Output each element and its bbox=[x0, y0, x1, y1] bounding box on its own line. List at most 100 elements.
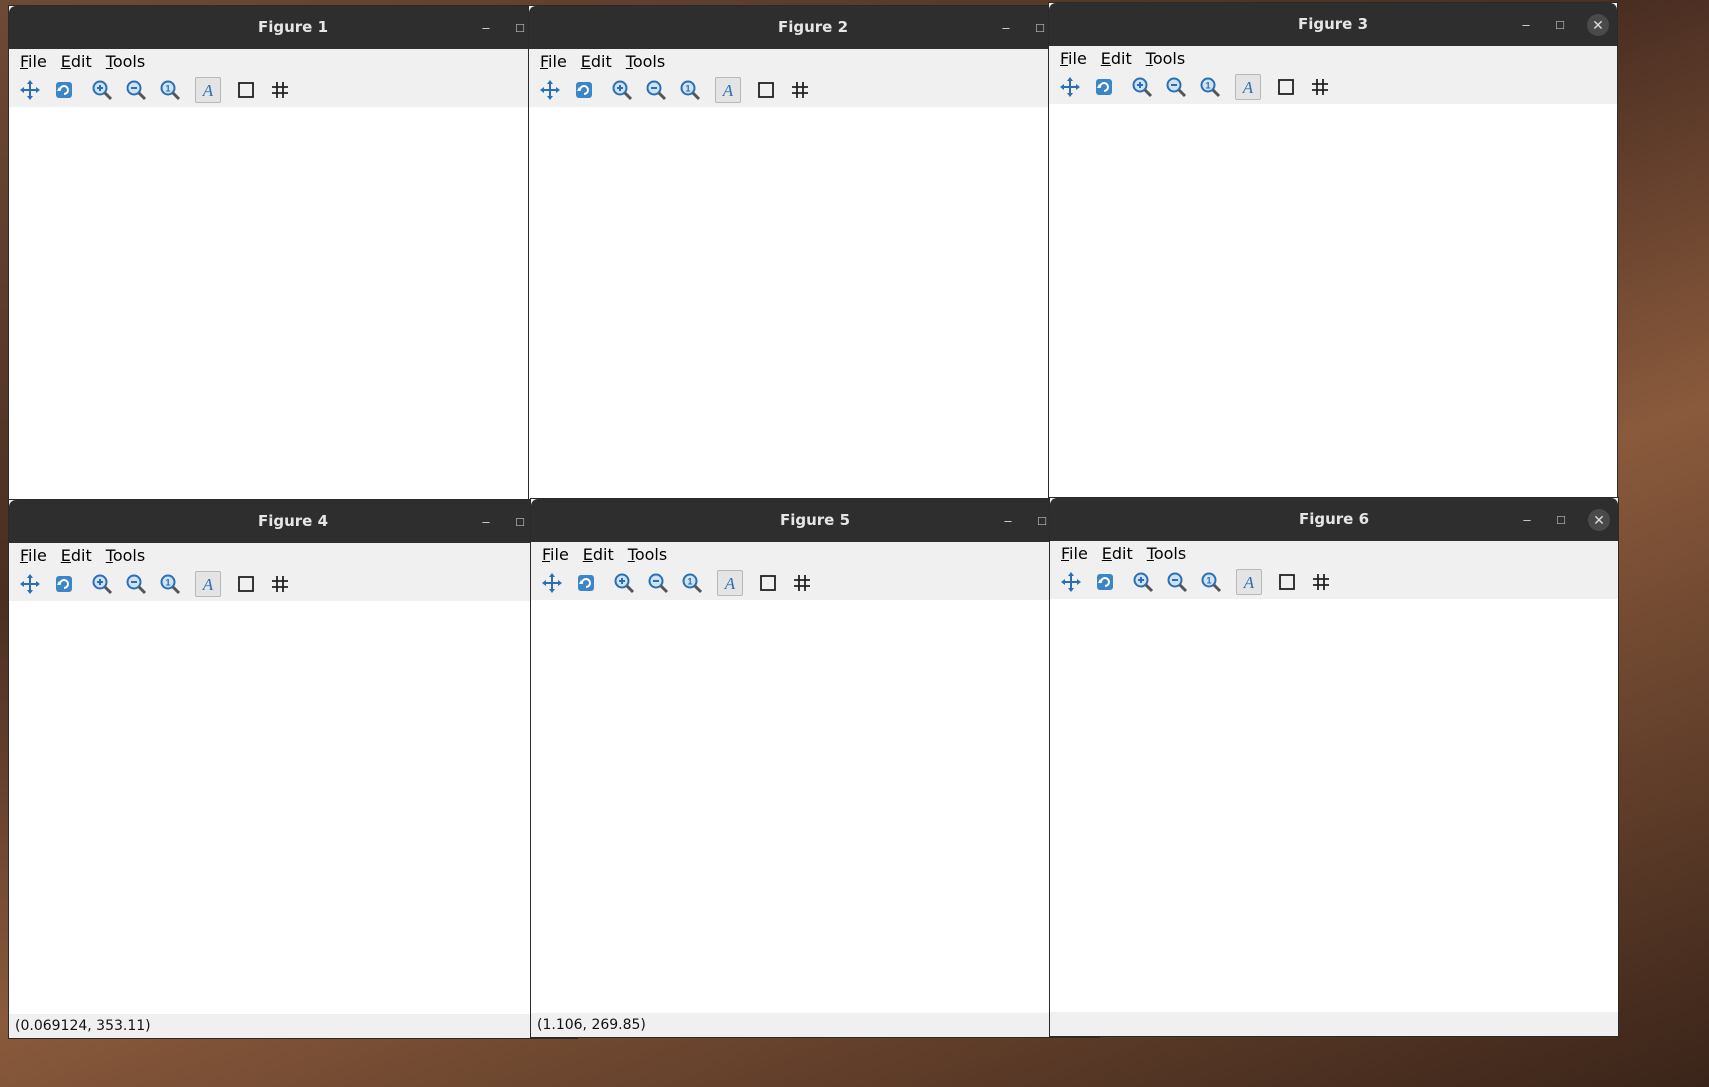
rotate-icon[interactable] bbox=[1092, 569, 1118, 595]
zoom-out-icon[interactable] bbox=[123, 77, 149, 103]
maximize-icon[interactable]: □ bbox=[516, 514, 524, 529]
minimize-icon[interactable]: – bbox=[482, 20, 490, 35]
minimize-icon[interactable]: – bbox=[482, 514, 490, 529]
plot-canvas[interactable] bbox=[1050, 599, 1618, 1012]
plot-canvas[interactable] bbox=[1049, 104, 1617, 517]
text-icon[interactable]: A bbox=[1236, 569, 1262, 595]
menu-file[interactable]: File bbox=[20, 545, 47, 565]
zoom-out-icon[interactable] bbox=[1163, 74, 1189, 100]
svg-text:1: 1 bbox=[165, 84, 170, 94]
toolbar: TGL-H DRC 48 kHz stereo s24: volume_play… bbox=[529, 73, 1097, 107]
zoom-in-icon[interactable] bbox=[89, 571, 115, 597]
menu-edit[interactable]: Edit bbox=[60, 51, 92, 71]
zoom-reset-icon[interactable]: 1 bbox=[1197, 74, 1223, 100]
menu-tools[interactable]: Tools bbox=[625, 51, 666, 71]
zoom-reset-icon[interactable]: 1 bbox=[677, 77, 703, 103]
minimize-icon[interactable]: – bbox=[1522, 17, 1530, 32]
menu-edit[interactable]: Edit bbox=[580, 51, 612, 71]
close-icon[interactable]: ✕ bbox=[1587, 14, 1609, 36]
menu-tools[interactable]: Tools bbox=[627, 544, 668, 564]
zoom-in-icon[interactable] bbox=[609, 77, 635, 103]
menu-edit[interactable]: Edit bbox=[1100, 48, 1132, 68]
rotate-icon[interactable] bbox=[573, 570, 599, 596]
menu-file[interactable]: File bbox=[1061, 543, 1088, 563]
menu-edit[interactable]: Edit bbox=[60, 545, 92, 565]
zoom-in-icon[interactable] bbox=[1129, 74, 1155, 100]
svg-text:1: 1 bbox=[1205, 81, 1210, 91]
menu-tools[interactable]: Tools bbox=[1146, 543, 1187, 563]
grid-icon[interactable] bbox=[787, 77, 813, 103]
rotate-icon[interactable] bbox=[571, 77, 597, 103]
menu-edit[interactable]: Edit bbox=[1101, 543, 1133, 563]
pan-icon[interactable]: TGL-H DRC 48 kHz stereo s32: volume_play… bbox=[1058, 569, 1084, 595]
pan-icon[interactable]: TGL-H DRC 48 kHz stereo s16: volume_play… bbox=[17, 77, 43, 103]
plot-canvas[interactable] bbox=[9, 601, 577, 1014]
menu-file[interactable]: File bbox=[20, 51, 47, 71]
close-icon[interactable]: ✕ bbox=[1588, 509, 1610, 531]
plot-svg bbox=[9, 107, 577, 520]
zoom-reset-icon[interactable]: 1 bbox=[1198, 569, 1224, 595]
plot-canvas[interactable] bbox=[531, 600, 1099, 1013]
minimize-icon[interactable]: – bbox=[1002, 20, 1010, 35]
zoom-out-icon[interactable] bbox=[1164, 569, 1190, 595]
text-icon[interactable]: A bbox=[1235, 74, 1261, 100]
window-titlebar[interactable]: Figure 1 – □ ✕ bbox=[9, 6, 577, 49]
axes-box-icon[interactable] bbox=[1273, 74, 1299, 100]
figure-window-1: Figure 1 – □ ✕ File Edit Tools TGL-H DRC… bbox=[9, 6, 577, 544]
zoom-out-icon[interactable] bbox=[123, 571, 149, 597]
zoom-reset-icon[interactable]: 1 bbox=[157, 571, 183, 597]
menu-file[interactable]: File bbox=[540, 51, 567, 71]
pan-icon[interactable]: TGL-H DRC 48 kHz stereo s32: volume_play… bbox=[1057, 74, 1083, 100]
menu-tools[interactable]: Tools bbox=[105, 545, 146, 565]
axes-box-icon[interactable] bbox=[233, 77, 259, 103]
grid-icon[interactable] bbox=[1307, 74, 1333, 100]
maximize-icon[interactable]: □ bbox=[516, 20, 524, 35]
grid-icon[interactable] bbox=[267, 571, 293, 597]
grid-icon[interactable] bbox=[267, 77, 293, 103]
maximize-icon[interactable]: □ bbox=[1557, 512, 1565, 527]
rotate-icon[interactable] bbox=[51, 571, 77, 597]
svg-text:A: A bbox=[202, 575, 214, 594]
pan-icon[interactable]: TGL-H DRC 48 kHz stereo s16: volume_play… bbox=[17, 571, 43, 597]
axes-box-icon[interactable] bbox=[233, 571, 259, 597]
text-icon[interactable]: A bbox=[715, 77, 741, 103]
axes-box-icon[interactable] bbox=[753, 77, 779, 103]
minimize-icon[interactable]: – bbox=[1523, 512, 1531, 527]
text-icon[interactable]: A bbox=[717, 570, 743, 596]
zoom-in-icon[interactable] bbox=[89, 77, 115, 103]
grid-icon[interactable] bbox=[1308, 569, 1334, 595]
menu-tools[interactable]: Tools bbox=[105, 51, 146, 71]
maximize-icon[interactable]: □ bbox=[1038, 513, 1046, 528]
pan-icon[interactable]: TGL-H DRC 48 kHz stereo s24: volume_play… bbox=[537, 77, 563, 103]
window-titlebar[interactable]: Figure 5 – □ ✕ bbox=[531, 499, 1099, 542]
window-titlebar[interactable]: Figure 3 – □ ✕ bbox=[1049, 3, 1617, 46]
text-icon[interactable]: A bbox=[195, 77, 221, 103]
zoom-out-icon[interactable] bbox=[643, 77, 669, 103]
window-titlebar[interactable]: Figure 6 – □ ✕ bbox=[1050, 498, 1618, 541]
maximize-icon[interactable]: □ bbox=[1036, 20, 1044, 35]
maximize-icon[interactable]: □ bbox=[1556, 17, 1564, 32]
zoom-in-icon[interactable] bbox=[1130, 569, 1156, 595]
minimize-icon[interactable]: – bbox=[1004, 513, 1012, 528]
plot-canvas[interactable] bbox=[9, 107, 577, 520]
rotate-icon[interactable] bbox=[1091, 74, 1117, 100]
pan-icon[interactable]: TGL-H DRC 48 kHz stereo s24: volume_play… bbox=[539, 570, 565, 596]
text-icon[interactable]: A bbox=[195, 571, 221, 597]
menu-edit[interactable]: Edit bbox=[582, 544, 614, 564]
grid-icon[interactable] bbox=[789, 570, 815, 596]
cursor-coordinates bbox=[1050, 1012, 1618, 1036]
figure-window-2: Figure 2 – □ ✕ File Edit Tools TGL-H DRC… bbox=[529, 6, 1097, 544]
rotate-icon[interactable] bbox=[51, 77, 77, 103]
menu-file[interactable]: File bbox=[542, 544, 569, 564]
zoom-in-icon[interactable] bbox=[611, 570, 637, 596]
axes-box-icon[interactable] bbox=[755, 570, 781, 596]
menu-file[interactable]: File bbox=[1060, 48, 1087, 68]
axes-box-icon[interactable] bbox=[1274, 569, 1300, 595]
zoom-reset-icon[interactable]: 1 bbox=[157, 77, 183, 103]
zoom-reset-icon[interactable]: 1 bbox=[679, 570, 705, 596]
menu-tools[interactable]: Tools bbox=[1145, 48, 1186, 68]
window-titlebar[interactable]: Figure 4 – □ ✕ bbox=[9, 500, 577, 543]
plot-canvas[interactable] bbox=[529, 107, 1097, 520]
window-titlebar[interactable]: Figure 2 – □ ✕ bbox=[529, 6, 1097, 49]
zoom-out-icon[interactable] bbox=[645, 570, 671, 596]
